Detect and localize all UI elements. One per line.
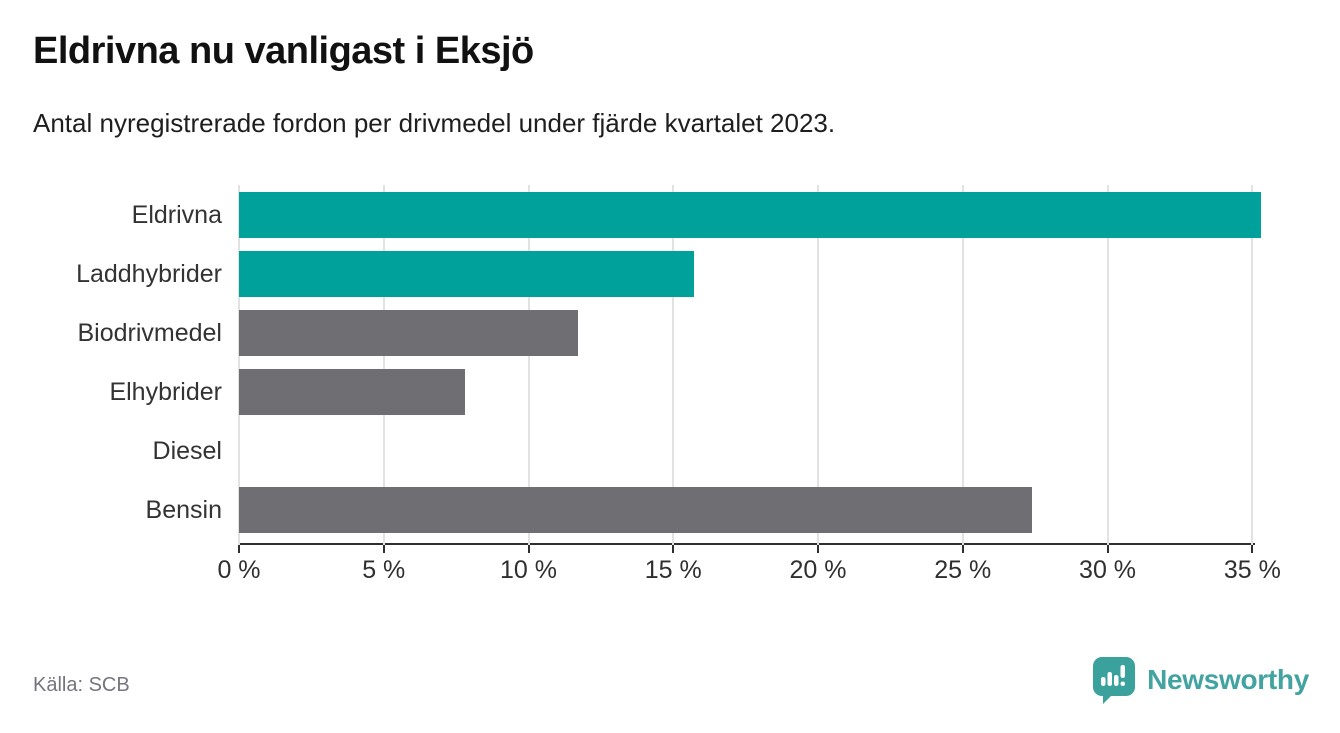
bar (239, 310, 578, 356)
x-axis-tick-label: 35 % (1223, 556, 1281, 584)
chart-subtitle: Antal nyregistrerade fordon per drivmede… (33, 108, 836, 138)
x-axis-tick-label: 5 % (362, 556, 406, 584)
gridline (817, 185, 820, 545)
bar (239, 192, 1261, 238)
newsworthy-logo-text: Newsworthy (1147, 664, 1309, 695)
gridline (1106, 185, 1109, 545)
category-label: Eldrivna (131, 201, 222, 229)
x-axis-tick-labels: 0 % 5 % 10 % 15 % 20 % 25 % 30 % 35 % (217, 556, 1280, 586)
category-label: Diesel (152, 437, 222, 465)
bar (239, 251, 694, 297)
gridline (527, 185, 530, 545)
x-axis-tick-mark (527, 545, 530, 553)
x-axis-tick-mark (1251, 545, 1254, 553)
gridline (382, 185, 385, 545)
category-label: Laddhybrider (76, 260, 222, 288)
x-axis-tick-label: 30 % (1079, 556, 1137, 584)
category-label: Bensin (145, 496, 222, 524)
x-axis-tick-label: 25 % (934, 556, 992, 584)
source-note: Källa: SCB (33, 674, 130, 696)
category-label-column: Eldrivna Laddhybrider Biodrivmedel Elhybrid… (0, 185, 222, 545)
category-label: Elhybrider (109, 378, 222, 406)
newsworthy-logo-icon (1093, 657, 1136, 704)
x-axis-tick-mark (672, 545, 675, 553)
x-axis-tick-mark (817, 545, 820, 553)
x-axis-tick-mark (1106, 545, 1109, 553)
category-label: Biodrivmedel (77, 319, 222, 347)
gridline (1251, 185, 1254, 545)
page-title: Eldrivna nu vanligast i Eksjö (33, 30, 534, 72)
x-axis-tick-mark (382, 545, 385, 553)
x-axis-tick-label: 0 % (217, 556, 261, 584)
bar (239, 487, 1033, 533)
x-axis-line (239, 543, 1256, 545)
bar (239, 369, 465, 415)
x-axis-tick-label: 20 % (789, 556, 847, 584)
gridline (961, 185, 964, 545)
x-axis-tick-label: 10 % (500, 556, 557, 584)
x-axis-tick-mark (238, 545, 240, 553)
gridline (672, 185, 675, 545)
plot-area (238, 185, 1261, 553)
x-axis-tick-label: 15 % (644, 556, 702, 584)
x-axis-tick-mark (961, 545, 964, 553)
gridline (238, 185, 240, 545)
newsworthy-logo: Newsworthy (1092, 656, 1309, 704)
